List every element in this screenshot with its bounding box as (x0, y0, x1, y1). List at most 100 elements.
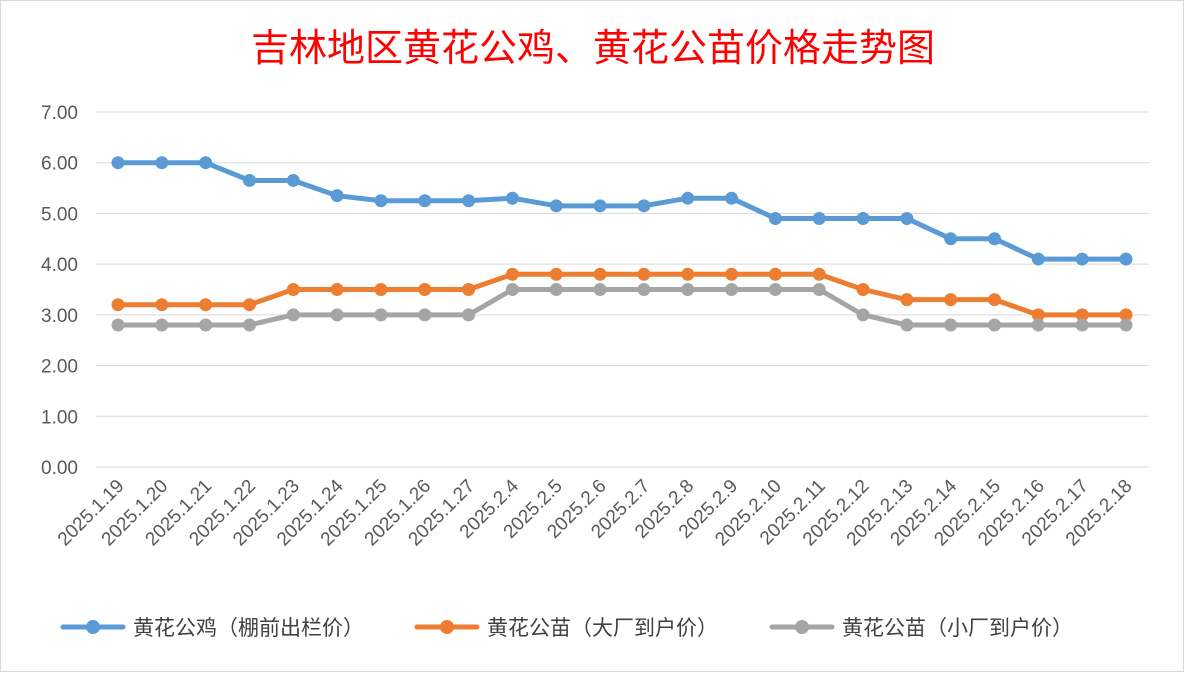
data-point (681, 191, 695, 205)
data-point (242, 173, 256, 187)
series-1 (111, 156, 1133, 266)
legend-item: 黄花公苗（小厂到户价） (769, 616, 1073, 640)
data-point (505, 267, 519, 281)
data-point (900, 293, 914, 307)
data-point (681, 267, 695, 281)
series-line (115, 287, 1129, 328)
y-tick-label: 0.00 (41, 458, 78, 479)
data-point (111, 298, 125, 312)
data-point (242, 318, 256, 332)
data-point (374, 308, 388, 322)
series-line (115, 160, 1129, 262)
data-point (944, 232, 958, 246)
data-point (988, 318, 1002, 332)
data-point (374, 283, 388, 296)
data-point (1075, 308, 1089, 322)
data-point (462, 194, 476, 208)
data-point (330, 283, 344, 296)
y-tick-label: 7.00 (41, 103, 78, 124)
data-point (1119, 308, 1133, 322)
data-point (1075, 252, 1089, 266)
data-point (418, 194, 432, 208)
y-axis-ticks: 0.00 1.00 2.00 3.00 4.00 5.00 6.00 7.00 (41, 103, 78, 479)
data-point (505, 191, 519, 205)
data-point (549, 199, 563, 213)
data-point (155, 156, 169, 170)
data-point (286, 283, 300, 296)
series-lines (111, 156, 1133, 332)
series-2 (111, 267, 1133, 322)
data-point (418, 283, 432, 296)
data-point (856, 212, 870, 225)
data-point (418, 308, 432, 322)
data-point (768, 212, 782, 225)
series-line (115, 271, 1129, 318)
data-point (637, 267, 651, 281)
data-point (1031, 252, 1045, 266)
legend-label: 黄花公苗（小厂到户价） (842, 616, 1073, 640)
data-point (944, 318, 958, 332)
legend-swatch-marker (86, 620, 100, 634)
data-point (549, 283, 563, 296)
data-point (199, 318, 213, 332)
data-point (681, 283, 695, 296)
data-point (505, 283, 519, 296)
y-tick-label: 1.00 (41, 407, 78, 428)
data-point (725, 267, 739, 281)
data-point (286, 308, 300, 322)
y-tick-label: 4.00 (41, 255, 78, 276)
legend-swatch-marker (795, 620, 809, 634)
y-tick-label: 6.00 (41, 154, 78, 175)
data-point (856, 283, 870, 296)
data-point (155, 298, 169, 312)
gridlines (96, 111, 1149, 468)
data-point (462, 283, 476, 296)
data-point (988, 293, 1002, 307)
y-tick-label: 2.00 (41, 357, 78, 378)
data-point (768, 283, 782, 296)
data-point (199, 298, 213, 312)
data-point (549, 267, 563, 281)
data-point (462, 308, 476, 322)
data-point (637, 283, 651, 296)
legend: 黄花公鸡（棚前出栏价） 黄花公苗（大厂到户价） 黄花公苗（小厂到户价） (60, 616, 1073, 640)
y-tick-label: 5.00 (41, 204, 78, 225)
data-point (1031, 308, 1045, 322)
data-point (286, 173, 300, 187)
data-point (593, 199, 607, 213)
data-point (374, 194, 388, 208)
y-tick-label: 3.00 (41, 306, 78, 327)
data-point (725, 191, 739, 205)
data-point (593, 283, 607, 296)
data-point (812, 267, 826, 281)
data-point (330, 189, 344, 203)
chart-title: 吉林地区黄花公鸡、黄花公苗价格走势图 (251, 26, 935, 70)
data-point (111, 156, 125, 170)
legend-swatch-marker (440, 620, 454, 634)
data-point (1031, 318, 1045, 332)
legend-label: 黄花公鸡（棚前出栏价） (133, 616, 364, 640)
series-3 (111, 283, 1133, 332)
data-point (1075, 318, 1089, 332)
data-point (944, 293, 958, 307)
data-point (856, 308, 870, 322)
data-point (768, 267, 782, 281)
data-point (330, 308, 344, 322)
data-point (242, 298, 256, 312)
x-axis-ticks: 2025.1.192025.1.202025.1.212025.1.222025… (54, 475, 1137, 550)
data-point (637, 199, 651, 213)
data-point (593, 267, 607, 281)
data-point (1119, 318, 1133, 332)
data-point (900, 212, 914, 225)
data-point (725, 283, 739, 296)
data-point (155, 318, 169, 332)
data-point (812, 212, 826, 225)
legend-item: 黄花公鸡（棚前出栏价） (60, 616, 364, 640)
legend-label: 黄花公苗（大厂到户价） (487, 616, 718, 640)
data-point (812, 283, 826, 296)
data-point (199, 156, 213, 170)
legend-item: 黄花公苗（大厂到户价） (414, 616, 718, 640)
data-point (988, 232, 1002, 246)
